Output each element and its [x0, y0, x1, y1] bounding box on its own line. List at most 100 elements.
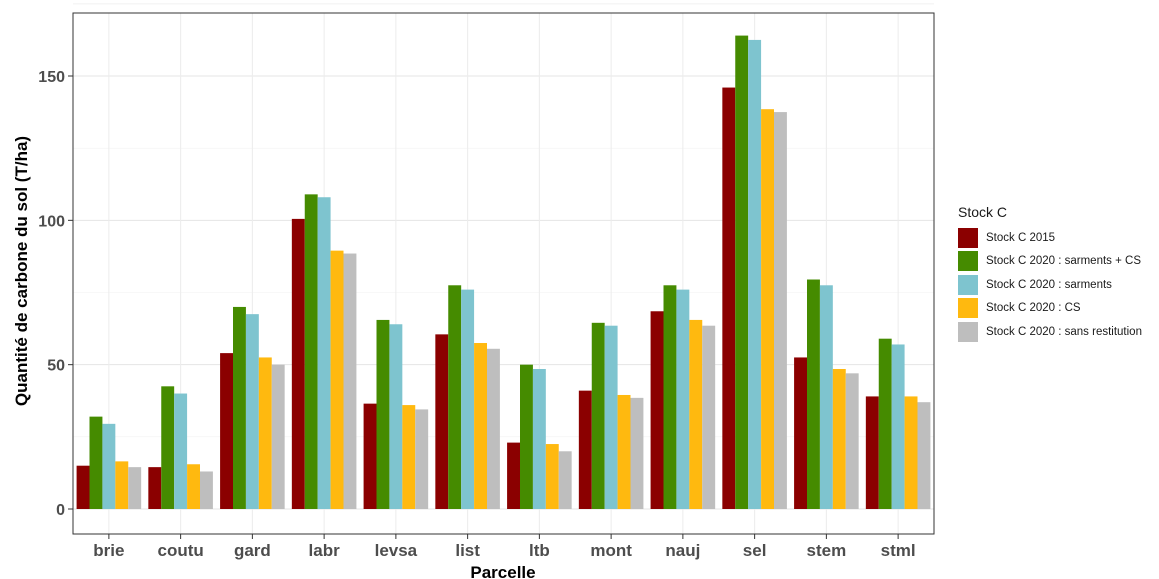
bar-mont-4 [617, 394, 631, 509]
x-tick-label: levsa [375, 541, 418, 560]
bar-coutu-2 [161, 386, 175, 509]
x-tick-label: mont [590, 541, 632, 560]
x-tick-label: list [455, 541, 480, 560]
bar-stem-5 [845, 373, 859, 509]
y-axis-title: Quantité de carbone du sol (T/ha) [12, 136, 31, 406]
bar-mont-2 [591, 322, 605, 509]
legend-item: Stock C 2020 : sarments + CS [958, 250, 1142, 274]
bar-labr-3 [317, 197, 331, 510]
legend-title: Stock C [958, 204, 1008, 220]
bar-nauj-4 [689, 319, 703, 509]
bars-layer [76, 35, 931, 510]
bar-labr-2 [304, 194, 318, 509]
bar-gard-3 [245, 314, 259, 509]
bar-levsa-2 [376, 319, 390, 509]
legend-label: Stock C 2020 : sarments [986, 278, 1112, 291]
bar-coutu-5 [199, 471, 213, 509]
bar-nauj-3 [676, 289, 690, 509]
bar-coutu-1 [148, 467, 162, 509]
bar-labr-4 [330, 250, 344, 510]
bar-list-2 [448, 285, 462, 509]
legend-items: Stock C 2015 Stock C 2020 : sarments + CS… [958, 226, 1142, 344]
bar-nauj-5 [702, 325, 716, 509]
legend-key [958, 274, 978, 295]
legend-label: Stock C 2015 [986, 231, 1056, 244]
y-tick-label: 50 [47, 358, 65, 375]
bar-list-4 [474, 343, 487, 509]
legend-key [958, 227, 978, 248]
legend-label: Stock C 2020 : CS [986, 302, 1081, 315]
bar-levsa-3 [389, 324, 403, 509]
bar-brie-4 [115, 461, 129, 509]
bar-nauj-1 [650, 311, 664, 509]
bar-stem-4 [832, 368, 846, 509]
legend-label: Stock C 2020 : sans restitution [986, 325, 1142, 338]
x-tick-label: stml [881, 541, 916, 560]
bar-labr-1 [291, 218, 305, 509]
legend-key [958, 298, 978, 319]
bar-stml-2 [878, 338, 892, 509]
bar-coutu-4 [187, 464, 200, 509]
y-tick-label: 0 [56, 502, 65, 519]
y-tick-label: 100 [38, 213, 65, 230]
x-tick-label: brie [93, 541, 124, 560]
legend-item: Stock C 2020 : CS [958, 297, 1142, 321]
bar-stem-3 [819, 285, 833, 509]
bar-sel-1 [722, 87, 736, 510]
x-axis: brie coutu gard labr levsa list ltb mont nauj sel… [93, 534, 916, 560]
bar-ltb-2 [520, 364, 533, 509]
bar-nauj-2 [663, 285, 677, 509]
bar-mont-5 [630, 397, 644, 509]
bar-brie-2 [89, 416, 103, 509]
bar-levsa-1 [363, 403, 377, 509]
x-tick-label: sel [743, 541, 767, 560]
x-tick-label: ltb [529, 541, 550, 560]
x-tick-label: nauj [665, 541, 700, 560]
bar-sel-4 [761, 109, 774, 510]
y-tick-label: 150 [38, 69, 65, 86]
x-tick-label: stem [807, 541, 847, 560]
legend-key [958, 321, 978, 342]
bar-stml-4 [904, 396, 918, 509]
bar-gard-1 [220, 353, 234, 509]
legend-key [958, 251, 978, 272]
legend-item: Stock C 2020 : sarments [958, 273, 1142, 297]
bar-levsa-5 [415, 409, 429, 509]
bar-gard-2 [233, 306, 246, 509]
x-tick-label: coutu [157, 541, 203, 560]
bar-ltb-3 [532, 368, 546, 509]
bar-list-5 [486, 348, 500, 509]
bar-gard-5 [271, 364, 285, 509]
legend-item: Stock C 2020 : sans restitution [958, 320, 1142, 344]
plot-border [72, 12, 935, 535]
bar-list-3 [461, 289, 475, 509]
y-axis: 0 50 100 150 [38, 69, 73, 519]
legend: Stock C Stock C 2015 Stock C 2020 : sarme… [958, 204, 1142, 344]
bar-gard-4 [258, 357, 272, 509]
legend-item: Stock C 2015 [958, 226, 1142, 250]
bar-ltb-5 [558, 451, 572, 509]
bar-stml-3 [891, 344, 905, 509]
bar-stem-1 [794, 357, 808, 509]
bar-levsa-4 [402, 405, 416, 509]
bar-mont-1 [578, 390, 592, 509]
x-axis-title: Parcelle [470, 563, 535, 579]
x-tick-label: labr [309, 541, 341, 560]
bar-brie-1 [76, 465, 90, 509]
bar-mont-3 [604, 325, 618, 509]
bar-ltb-4 [545, 444, 559, 509]
legend-label: Stock C 2020 : sarments + CS [986, 255, 1141, 268]
bar-stem-2 [807, 279, 820, 509]
bar-stml-5 [917, 402, 931, 509]
bar-ltb-1 [507, 442, 521, 509]
x-tick-label: gard [234, 541, 271, 560]
bar-sel-5 [773, 112, 787, 509]
bar-brie-3 [102, 423, 116, 509]
bar-labr-5 [343, 253, 357, 509]
bar-list-1 [435, 334, 449, 509]
bar-coutu-3 [174, 393, 188, 509]
bar-brie-5 [128, 467, 142, 509]
bar-stml-1 [865, 396, 879, 509]
bar-sel-3 [748, 39, 762, 510]
